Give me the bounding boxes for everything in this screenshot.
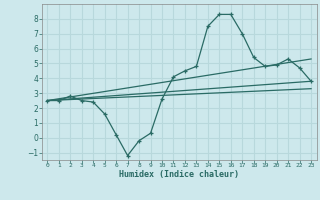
X-axis label: Humidex (Indice chaleur): Humidex (Indice chaleur) (119, 170, 239, 179)
